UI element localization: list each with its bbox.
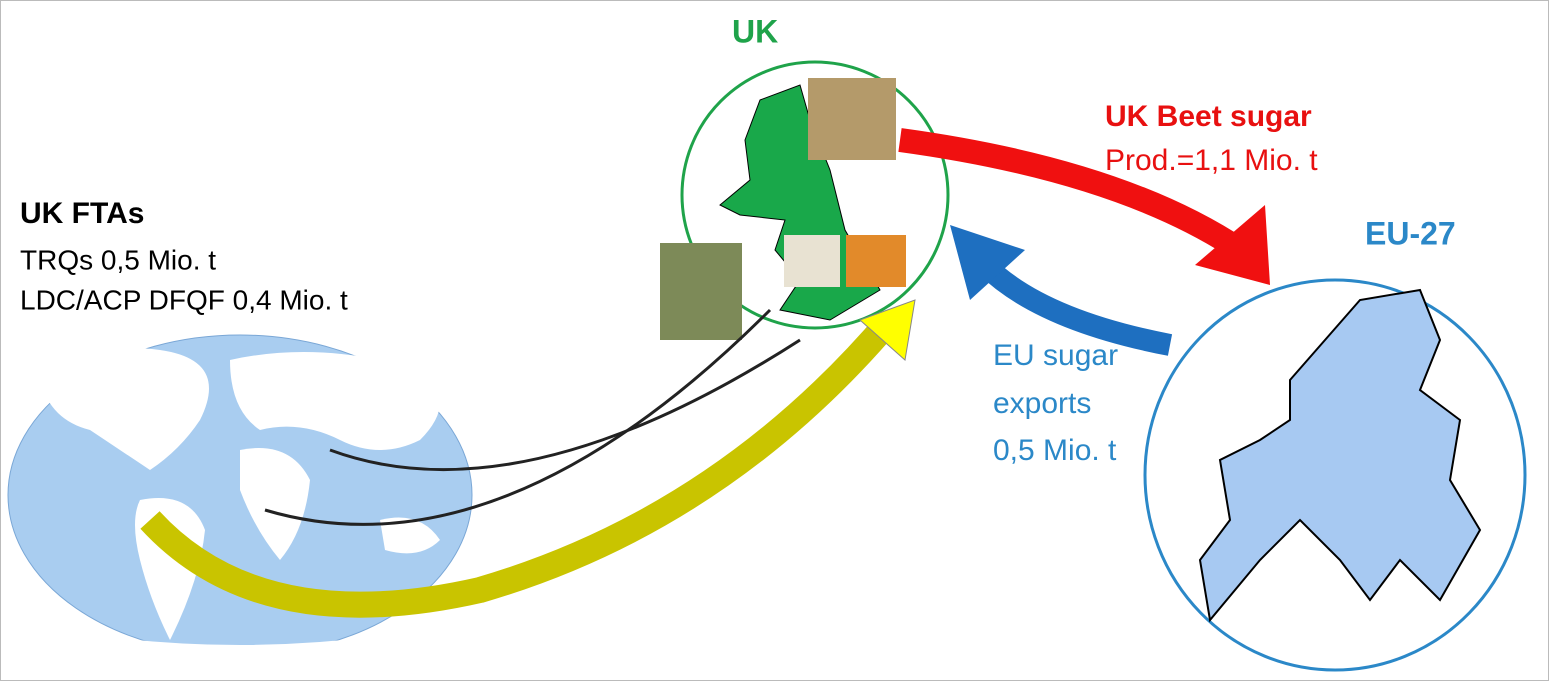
flow-arrow [264, 308, 772, 526]
export-arrow [977, 257, 1173, 356]
arrow-head [859, 299, 916, 361]
eu-map [1198, 288, 1482, 623]
fta-title: UK FTAs [20, 197, 144, 230]
uk-circle [680, 60, 950, 330]
photo-sugar [784, 235, 840, 287]
arrow-head [950, 225, 1025, 300]
uk-label: UK [732, 13, 778, 49]
eu-circle [1143, 278, 1527, 672]
fta-line: LDC/ACP DFQF 0,4 Mio. t [20, 284, 348, 315]
arrow-head [1195, 205, 1270, 285]
flow-arrow [140, 311, 900, 618]
eu-label: EU-27 [1365, 215, 1456, 251]
beet-detail: Prod.=1,1 Mio. t [1105, 144, 1318, 177]
photo-sweets [846, 235, 906, 287]
flow-arrow [329, 338, 801, 472]
export-line: exports [993, 387, 1091, 420]
photo-beet [808, 78, 896, 160]
export-line: EU sugar [993, 339, 1118, 372]
beet-arrow [898, 128, 1247, 260]
export-line: 0,5 Mio. t [993, 434, 1117, 467]
beet-title: UK Beet sugar [1105, 100, 1312, 133]
photo-cane [660, 243, 742, 340]
world-map [7, 334, 473, 662]
fta-line: TRQs 0,5 Mio. t [20, 244, 216, 275]
